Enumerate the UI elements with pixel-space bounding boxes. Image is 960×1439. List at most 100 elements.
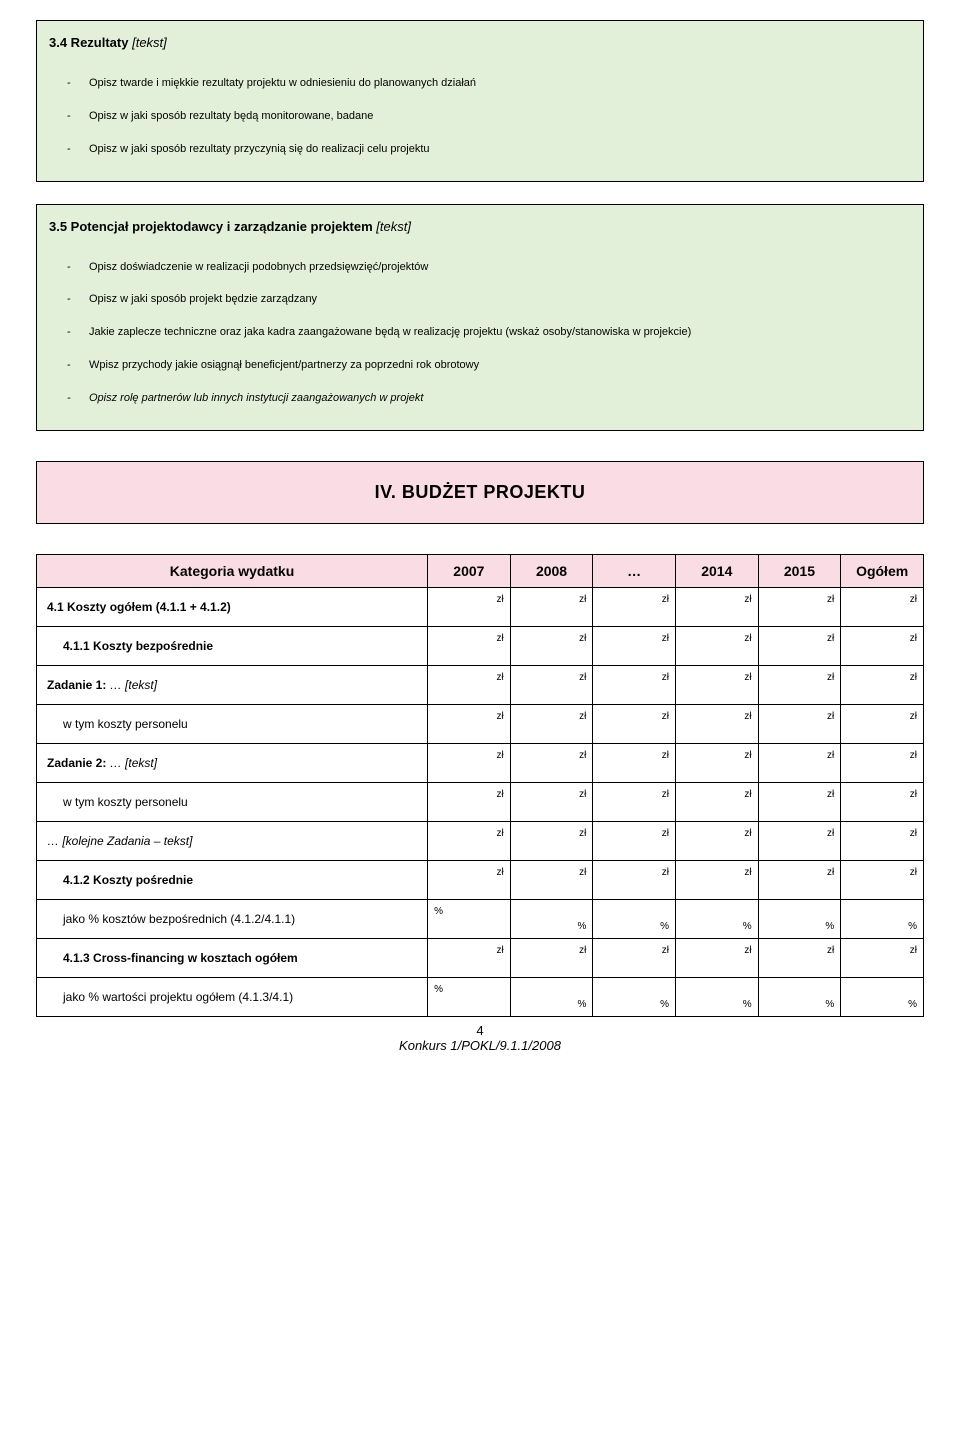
cell-value: zł bbox=[675, 626, 758, 665]
col-header-2015: 2015 bbox=[758, 554, 841, 587]
cell-value: zł bbox=[841, 743, 924, 782]
cell-value: % bbox=[758, 977, 841, 1016]
bullet-dash: - bbox=[67, 325, 89, 340]
cell-value: zł bbox=[841, 860, 924, 899]
row-label: Zadanie 2: … [tekst] bbox=[37, 743, 428, 782]
section-3-5-hint: [tekst] bbox=[376, 219, 411, 234]
cell-value: % bbox=[428, 899, 511, 938]
bullet-dash: - bbox=[67, 260, 89, 275]
cell-value: zł bbox=[428, 743, 511, 782]
cell-value: zł bbox=[758, 665, 841, 704]
cell-value: zł bbox=[841, 587, 924, 626]
cell-value: % bbox=[675, 977, 758, 1016]
cell-value: zł bbox=[593, 587, 676, 626]
cell-value: % bbox=[593, 977, 676, 1016]
cell-value: zł bbox=[428, 938, 511, 977]
cell-value: zł bbox=[841, 626, 924, 665]
section-3-4-hint: [tekst] bbox=[132, 35, 167, 50]
cell-value: % bbox=[510, 977, 593, 1016]
cell-value: % bbox=[428, 977, 511, 1016]
cell-value: zł bbox=[510, 626, 593, 665]
table-row: Zadanie 2: … [tekst]złzłzłzłzłzł bbox=[37, 743, 924, 782]
section-3-4-rezultaty: 3.4 Rezultaty [tekst] - Opisz twarde i mi… bbox=[36, 20, 924, 182]
cell-value: zł bbox=[758, 587, 841, 626]
budget-header-row: Kategoria wydatku 2007 2008 … 2014 2015 … bbox=[37, 554, 924, 587]
row-label: jako % kosztów bezpośrednich (4.1.2/4.1.… bbox=[37, 899, 428, 938]
table-row: 4.1.1 Koszty bezpośredniezłzłzłzłzłzł bbox=[37, 626, 924, 665]
bullet-text: Opisz twarde i miękkie rezultaty projekt… bbox=[89, 76, 476, 91]
row-label: 4.1 Koszty ogółem (4.1.1 + 4.1.2) bbox=[37, 587, 428, 626]
cell-value: zł bbox=[675, 587, 758, 626]
cell-value: zł bbox=[758, 626, 841, 665]
cell-value: zł bbox=[675, 821, 758, 860]
cell-value: zł bbox=[758, 704, 841, 743]
row-label: 4.1.3 Cross-financing w kosztach ogółem bbox=[37, 938, 428, 977]
cell-value: zł bbox=[428, 860, 511, 899]
cell-value: zł bbox=[593, 626, 676, 665]
cell-value: zł bbox=[758, 821, 841, 860]
row-label: jako % wartości projektu ogółem (4.1.3/4… bbox=[37, 977, 428, 1016]
bullet-item: -Opisz w jaki sposób rezultaty przyczyni… bbox=[67, 142, 911, 157]
bullet-text: Opisz w jaki sposób rezultaty będą monit… bbox=[89, 109, 373, 124]
bullet-text: Wpisz przychody jakie osiągnął beneficje… bbox=[89, 358, 479, 373]
cell-value: zł bbox=[675, 938, 758, 977]
bullet-item: -Opisz twarde i miękkie rezultaty projek… bbox=[67, 76, 911, 91]
section-3-4-title-text: 3.4 Rezultaty bbox=[49, 35, 132, 50]
cell-value: zł bbox=[841, 821, 924, 860]
row-label: Zadanie 1: … [tekst] bbox=[37, 665, 428, 704]
cell-value: zł bbox=[428, 665, 511, 704]
bullet-text: Opisz rolę partnerów lub innych instytuc… bbox=[89, 391, 423, 406]
bullet-item: -Opisz w jaki sposób projekt będzie zarz… bbox=[67, 292, 911, 307]
table-row: jako % wartości projektu ogółem (4.1.3/4… bbox=[37, 977, 924, 1016]
cell-value: zł bbox=[675, 704, 758, 743]
cell-value: zł bbox=[428, 626, 511, 665]
cell-value: zł bbox=[841, 704, 924, 743]
section-3-4-bullets: - Opisz twarde i miękkie rezultaty projek… bbox=[37, 76, 923, 181]
bullet-text: Jakie zaplecze techniczne oraz jaka kadr… bbox=[89, 325, 691, 340]
bullet-dash: - bbox=[67, 142, 89, 157]
cell-value: zł bbox=[510, 587, 593, 626]
col-header-2007: 2007 bbox=[428, 554, 511, 587]
col-header-ellipsis: … bbox=[593, 554, 676, 587]
cell-value: zł bbox=[593, 704, 676, 743]
bullet-text: Opisz w jaki sposób rezultaty przyczynią… bbox=[89, 142, 430, 157]
cell-value: zł bbox=[593, 665, 676, 704]
cell-value: zł bbox=[841, 938, 924, 977]
cell-value: zł bbox=[758, 938, 841, 977]
section-4-header: IV. BUDŻET PROJEKTU bbox=[36, 461, 924, 524]
col-header-category: Kategoria wydatku bbox=[37, 554, 428, 587]
section-3-5-potencjal: 3.5 Potencjał projektodawcy i zarządzani… bbox=[36, 204, 924, 431]
cell-value: zł bbox=[593, 860, 676, 899]
table-row: 4.1.2 Koszty pośredniezłzłzłzłzłzł bbox=[37, 860, 924, 899]
table-row: 4.1.3 Cross-financing w kosztach ogółemz… bbox=[37, 938, 924, 977]
cell-value: zł bbox=[510, 665, 593, 704]
bullet-dash: - bbox=[67, 391, 89, 406]
cell-value: zł bbox=[510, 782, 593, 821]
cell-value: zł bbox=[510, 860, 593, 899]
row-label: 4.1.2 Koszty pośrednie bbox=[37, 860, 428, 899]
table-row: … [kolejne Zadania – tekst]złzłzłzłzłzł bbox=[37, 821, 924, 860]
cell-value: zł bbox=[675, 743, 758, 782]
cell-value: zł bbox=[758, 782, 841, 821]
page-number: 4 bbox=[36, 1023, 924, 1038]
section-3-5-bullets: -Opisz doświadczenie w realizacji podobn… bbox=[37, 260, 923, 430]
row-label: w tym koszty personelu bbox=[37, 704, 428, 743]
cell-value: zł bbox=[593, 782, 676, 821]
section-3-5-title-text: 3.5 Potencjał projektodawcy i zarządzani… bbox=[49, 219, 376, 234]
cell-value: zł bbox=[428, 587, 511, 626]
bullet-text: Opisz w jaki sposób projekt będzie zarzą… bbox=[89, 292, 317, 307]
table-row: w tym koszty personeluzłzłzłzłzłzł bbox=[37, 782, 924, 821]
cell-value: zł bbox=[675, 665, 758, 704]
cell-value: % bbox=[841, 899, 924, 938]
cell-value: zł bbox=[758, 860, 841, 899]
section-3-4-title: 3.4 Rezultaty [tekst] bbox=[37, 21, 923, 58]
bullet-item: -Opisz doświadczenie w realizacji podobn… bbox=[67, 260, 911, 275]
cell-value: zł bbox=[593, 938, 676, 977]
cell-value: zł bbox=[758, 743, 841, 782]
bullet-dash: - bbox=[67, 109, 89, 124]
cell-value: zł bbox=[841, 665, 924, 704]
row-label: 4.1.1 Koszty bezpośrednie bbox=[37, 626, 428, 665]
cell-value: zł bbox=[510, 821, 593, 860]
bullet-item: -Opisz w jaki sposób rezultaty będą moni… bbox=[67, 109, 911, 124]
table-row: 4.1 Koszty ogółem (4.1.1 + 4.1.2)złzłzłz… bbox=[37, 587, 924, 626]
